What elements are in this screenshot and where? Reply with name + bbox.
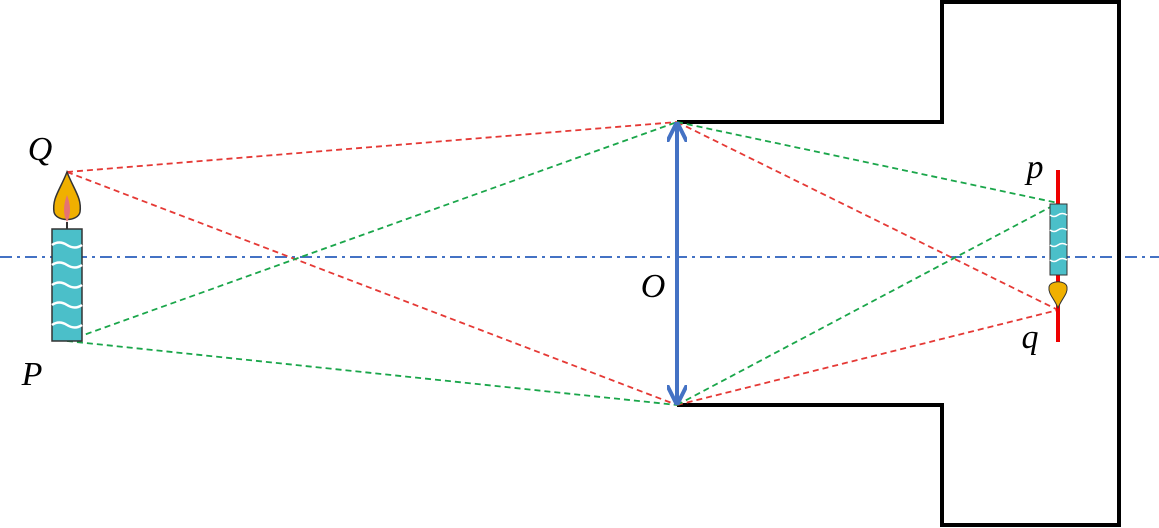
label: P: [21, 356, 43, 393]
ray: [676, 309, 1059, 406]
label: q: [1022, 319, 1039, 356]
ray: [66, 171, 678, 406]
ray: [676, 121, 1059, 311]
image-candle: [1048, 203, 1068, 310]
camera-body: [677, 0, 1121, 527]
ray: [66, 121, 678, 342]
ray: [676, 202, 1059, 406]
label: Q: [28, 131, 53, 168]
label: p: [1025, 149, 1044, 186]
ray: [66, 340, 678, 406]
label: O: [641, 268, 666, 305]
candle: [51, 169, 83, 342]
rays: [66, 121, 1059, 406]
ray: [676, 121, 1059, 204]
ray: [66, 121, 678, 173]
